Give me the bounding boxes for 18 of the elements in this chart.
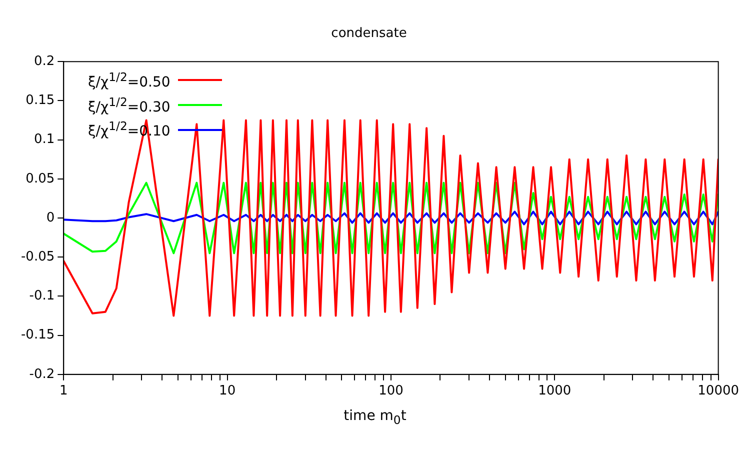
y-tick-label: 0.2 xyxy=(34,54,55,69)
x-tick-label: 100 xyxy=(378,384,404,399)
x-axis-title: time m$_{0}$t xyxy=(342,408,408,427)
y-tick-label: -0.15 xyxy=(20,328,55,343)
y-tick-label: 0.15 xyxy=(26,93,55,108)
x-tick-label: 1 xyxy=(59,384,68,399)
y-tick-label: -0.1 xyxy=(29,288,55,304)
legend-label: ξ/χ$^{1/2}$=0.50 xyxy=(88,69,170,93)
y-tick-label: 0.1 xyxy=(34,132,55,148)
chart-title: condensate xyxy=(331,26,407,42)
y-tick-label: -0.05 xyxy=(20,249,55,264)
x-tick-label: 10000 xyxy=(698,384,739,399)
y-tick-label: -0.2 xyxy=(29,366,55,382)
x-tick-label: 1000 xyxy=(538,384,572,399)
x-tick-label: 10 xyxy=(219,384,236,399)
y-tick-label: 0 xyxy=(46,210,55,226)
y-tick-label: 0.05 xyxy=(26,171,55,186)
legend-label: ξ/χ$^{1/2}$=0.30 xyxy=(88,94,170,118)
